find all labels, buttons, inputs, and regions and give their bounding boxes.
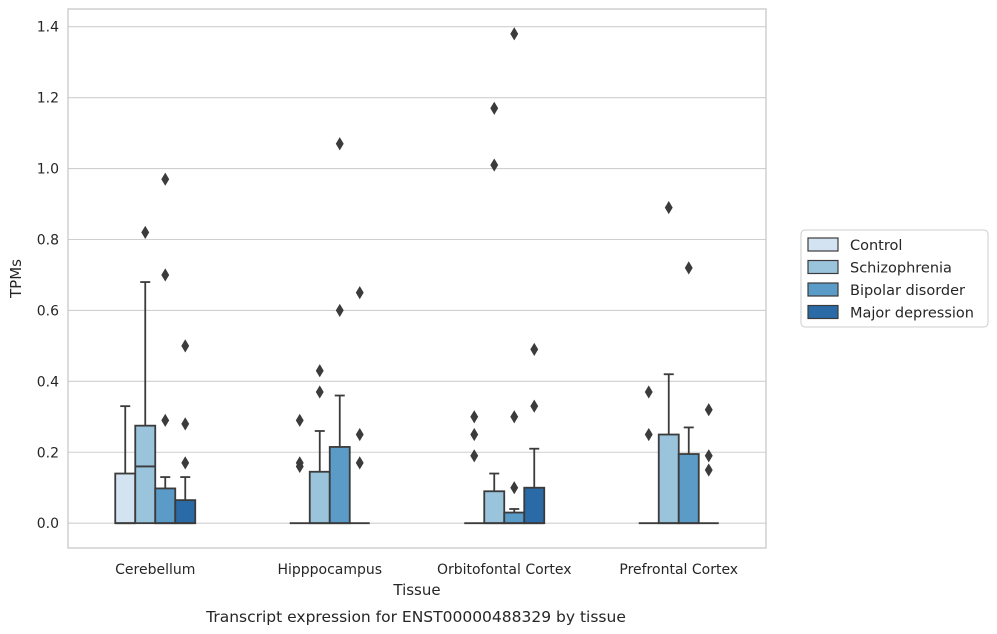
outlier-point bbox=[704, 403, 713, 417]
outlier-point bbox=[530, 399, 539, 413]
box-rect bbox=[523, 486, 546, 525]
box-rect bbox=[114, 472, 137, 525]
box-schizophrenia bbox=[657, 200, 680, 525]
outlier-point bbox=[355, 456, 364, 470]
outlier-point bbox=[470, 427, 479, 442]
y-tick-label: 0.2 bbox=[37, 445, 59, 461]
outlier-point bbox=[470, 449, 479, 463]
outlier-point bbox=[644, 385, 653, 399]
box-schizophrenia bbox=[308, 364, 331, 525]
box-bipolar-disorder bbox=[328, 137, 351, 525]
legend-swatch bbox=[807, 282, 839, 297]
grid-lines bbox=[68, 26, 766, 524]
box-bipolar-disorder bbox=[677, 261, 700, 525]
x-tick-label: Prefrontal Cortex bbox=[619, 562, 738, 578]
outlier-point bbox=[490, 158, 499, 172]
outlier-point bbox=[510, 481, 519, 495]
outlier-point bbox=[181, 456, 190, 470]
legend: Control Schizophrenia Bipolar disorder Majo… bbox=[800, 229, 989, 328]
y-tick-label: 1.4 bbox=[37, 20, 59, 36]
legend-swatch bbox=[807, 259, 839, 275]
outlier-point bbox=[664, 200, 673, 215]
box-bipolar-disorder bbox=[154, 172, 177, 525]
legend-label: Bipolar disorder bbox=[850, 283, 965, 299]
outlier-point bbox=[315, 364, 324, 378]
y-tick-label: 1.2 bbox=[37, 91, 59, 107]
box-rect bbox=[503, 511, 526, 525]
box-control bbox=[464, 410, 485, 525]
outlier-point bbox=[530, 342, 539, 357]
legend-label: Control bbox=[850, 238, 902, 254]
legend-label: Schizophrenia bbox=[850, 261, 952, 277]
box-control bbox=[114, 405, 137, 525]
outlier-point bbox=[470, 410, 479, 424]
outlier-point bbox=[355, 286, 364, 300]
outlier-point bbox=[644, 427, 653, 442]
y-tick-label: 0.4 bbox=[37, 374, 59, 390]
y-tick-label: 1.0 bbox=[37, 162, 59, 178]
outlier-point bbox=[335, 137, 344, 151]
chart-caption: Transcript expression for ENST0000048832… bbox=[205, 608, 626, 626]
outlier-point bbox=[704, 449, 713, 463]
y-tick-label: 0.8 bbox=[37, 232, 59, 248]
y-tick-label: 0.0 bbox=[37, 516, 59, 532]
box-control bbox=[289, 413, 310, 525]
outlier-point bbox=[161, 268, 170, 282]
y-axis-title: TPMs bbox=[7, 259, 25, 299]
outlier-point bbox=[315, 385, 324, 399]
box-rect bbox=[483, 490, 506, 525]
legend-swatch bbox=[807, 304, 839, 320]
outlier-point bbox=[704, 463, 713, 477]
x-tick-label: Orbitofontal Cortex bbox=[437, 562, 572, 578]
box-rect bbox=[308, 470, 331, 525]
x-tick-label: Cerebellum bbox=[115, 562, 195, 578]
outlier-point bbox=[355, 427, 364, 442]
box-major-depression bbox=[523, 342, 546, 525]
legend-frame bbox=[800, 229, 989, 328]
box-major-depression bbox=[349, 286, 370, 525]
y-tick-label: 0.6 bbox=[37, 303, 59, 319]
box-schizophrenia bbox=[483, 101, 506, 525]
legend-label: Major depression bbox=[850, 306, 974, 322]
boxes-layer bbox=[114, 27, 719, 525]
outlier-point bbox=[510, 27, 519, 41]
box-rect bbox=[154, 487, 177, 525]
x-tick-label: Hipppocampus bbox=[277, 562, 382, 578]
x-tick-labels: Cerebellum Hipppocampus Orbitofontal Corte… bbox=[115, 562, 738, 578]
outlier-point bbox=[490, 101, 499, 115]
box-bipolar-disorder bbox=[503, 27, 526, 525]
plot-frame bbox=[67, 8, 767, 549]
box-schizophrenia bbox=[134, 225, 157, 525]
box-rect bbox=[174, 499, 197, 525]
legend-items: Control Schizophrenia Bipolar disorder Majo… bbox=[807, 237, 974, 322]
outlier-point bbox=[335, 303, 344, 317]
outlier-point bbox=[684, 261, 693, 275]
box-rect bbox=[657, 433, 680, 525]
box-major-depression bbox=[174, 339, 197, 525]
box-rect bbox=[134, 424, 157, 525]
outlier-point bbox=[161, 413, 170, 427]
outlier-point bbox=[161, 172, 170, 186]
x-axis-title: Tissue bbox=[392, 581, 440, 599]
box-control bbox=[638, 385, 659, 525]
outlier-point bbox=[295, 459, 304, 474]
box-rect bbox=[328, 446, 351, 525]
outlier-point bbox=[295, 413, 304, 427]
outlier-point bbox=[510, 410, 519, 424]
outlier-point bbox=[141, 225, 150, 239]
outlier-point bbox=[181, 339, 190, 353]
outlier-point bbox=[181, 417, 190, 431]
box-major-depression bbox=[698, 403, 719, 525]
legend-swatch bbox=[807, 237, 839, 252]
box-rect bbox=[677, 453, 700, 525]
y-tick-labels: 0.0 0.2 0.4 0.6 0.8 1.0 1.2 1.4 bbox=[37, 20, 59, 532]
